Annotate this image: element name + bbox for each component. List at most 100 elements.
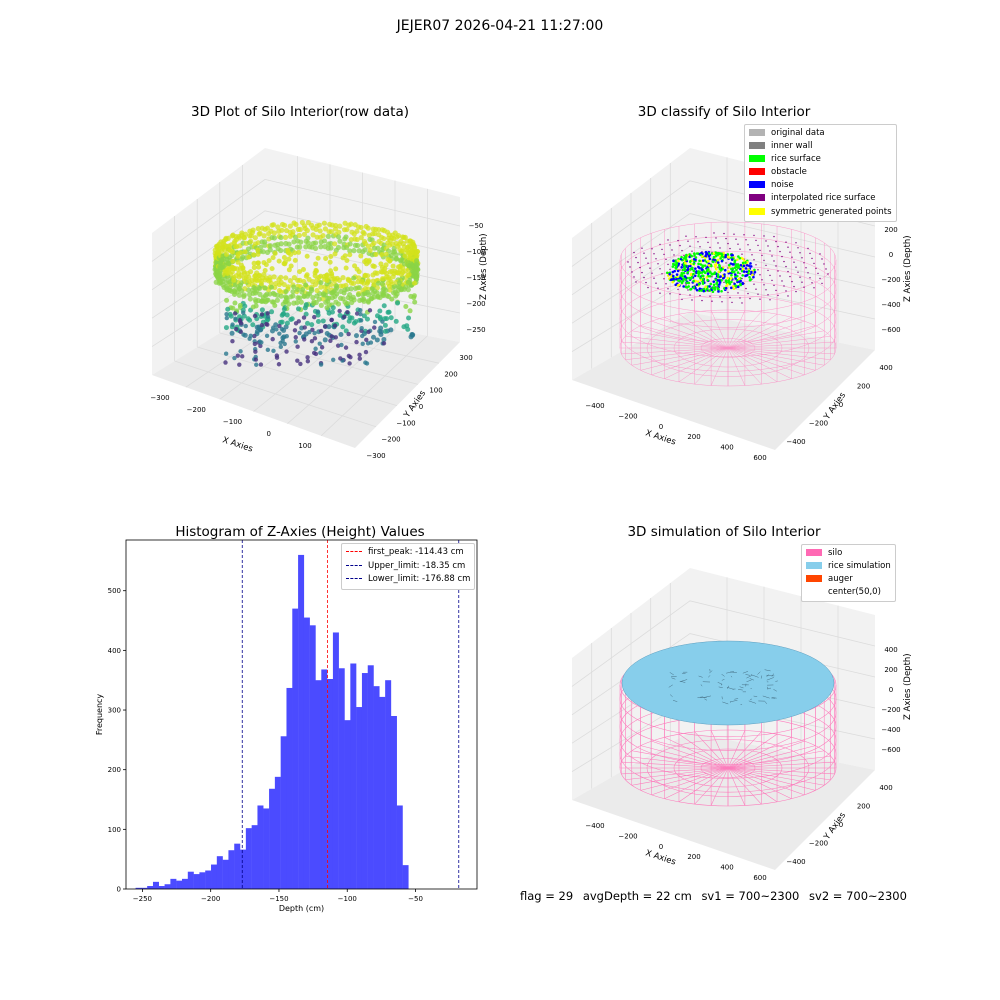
p1-point — [377, 328, 383, 334]
x-tick-label: −50 — [408, 895, 423, 903]
p2-interp-point — [801, 281, 803, 283]
p2-interp-point — [751, 254, 753, 256]
p1-point — [329, 317, 334, 323]
histogram-bar — [216, 856, 223, 889]
p1-point — [303, 302, 309, 308]
legend-swatch — [749, 142, 765, 150]
p2-z-tick: −200 — [881, 276, 900, 284]
rice-mesh-line — [746, 679, 752, 682]
rice-mesh-line — [746, 675, 753, 679]
p2-interp-point — [729, 247, 731, 250]
p1-point — [335, 234, 342, 240]
p2-interp-point — [769, 274, 771, 277]
p1-point — [269, 266, 275, 272]
p1-point — [267, 277, 273, 283]
p1-point — [296, 232, 302, 239]
p1-point — [276, 258, 282, 264]
p1-point — [318, 280, 324, 286]
legend-label: original data — [771, 128, 825, 138]
p1-point — [278, 234, 284, 241]
p2-interp-point — [709, 295, 711, 297]
p2-class-point — [727, 281, 731, 284]
p1-point — [376, 226, 382, 233]
p2-interp-point — [767, 269, 769, 272]
p1-point — [362, 272, 368, 278]
p4-z-tick: −400 — [881, 726, 900, 734]
p1-point — [303, 282, 309, 288]
p1-point — [284, 334, 289, 339]
p1-point — [325, 298, 331, 304]
p1-point — [374, 337, 380, 343]
p2-interp-point — [657, 263, 659, 265]
p1-point — [289, 316, 295, 322]
p1-point — [328, 338, 333, 343]
p2-interp-point — [779, 250, 781, 253]
p2-class-point — [675, 273, 679, 276]
y-tick-label: 500 — [108, 587, 121, 595]
p1-point — [270, 222, 277, 228]
p1-point — [317, 341, 322, 346]
p1-point — [278, 344, 284, 350]
p1-x-tick: 100 — [298, 442, 311, 450]
p2-class-point — [717, 270, 721, 274]
p1-point — [297, 269, 303, 275]
p1-point — [229, 330, 235, 336]
p2-class-point — [737, 255, 740, 258]
p1-point — [354, 311, 360, 316]
p2-class-point — [698, 259, 701, 263]
p1-point — [225, 306, 231, 312]
p1-point — [238, 349, 243, 354]
p1-point — [297, 244, 303, 250]
p2-class-point — [715, 282, 718, 285]
p1-point — [368, 340, 374, 345]
p2-class-point — [677, 279, 680, 282]
p1-point — [360, 333, 365, 339]
p1-point — [253, 357, 259, 362]
p2-interp-point — [659, 292, 661, 294]
p1-x-tick: −300 — [150, 394, 169, 402]
p2-interp-point — [799, 252, 801, 254]
p1-point — [232, 311, 238, 316]
p1-point — [261, 233, 267, 239]
p1-point — [318, 362, 324, 367]
p1-point — [258, 362, 264, 367]
p1-point — [241, 310, 246, 315]
p2-interp-point — [781, 255, 783, 258]
histogram-bar — [211, 864, 218, 889]
p1-point — [347, 315, 353, 321]
p1-point — [291, 284, 297, 290]
histogram-bar — [164, 884, 171, 889]
legend-entry: obstacle — [749, 166, 892, 179]
p1-point — [251, 265, 257, 271]
rice-mesh-line — [773, 689, 777, 692]
p1-zlabel: Z Axies (Depth) — [479, 233, 489, 300]
rice-mesh-line — [669, 694, 673, 697]
p1-point — [297, 226, 303, 233]
p1-point — [369, 286, 375, 292]
p2-interp-point — [669, 268, 671, 271]
p1-point — [379, 252, 385, 258]
p2-interp-point — [781, 280, 783, 282]
p1-point — [267, 243, 273, 249]
p2-interp-point — [741, 253, 743, 255]
p1-point — [375, 293, 381, 299]
p1-point — [312, 330, 317, 336]
p1-point — [224, 251, 230, 257]
p2-class-point — [736, 258, 739, 261]
p1-point — [322, 337, 328, 343]
p2-y-tick: 400 — [879, 364, 892, 372]
p2-class-point — [739, 282, 742, 286]
p2-interp-point — [795, 266, 797, 268]
p2-class-point — [738, 256, 742, 260]
p2-class-point — [723, 268, 727, 272]
p1-point — [257, 285, 263, 291]
p1-point — [322, 226, 329, 232]
p1-point — [393, 256, 399, 262]
p2-interp-point — [699, 294, 701, 297]
p1-point — [402, 253, 408, 259]
p2-interp-point — [635, 281, 637, 283]
p1-point — [413, 269, 419, 276]
p2-class-point — [675, 278, 678, 281]
p2-interp-point — [769, 299, 771, 301]
p2-class-point — [718, 254, 722, 258]
